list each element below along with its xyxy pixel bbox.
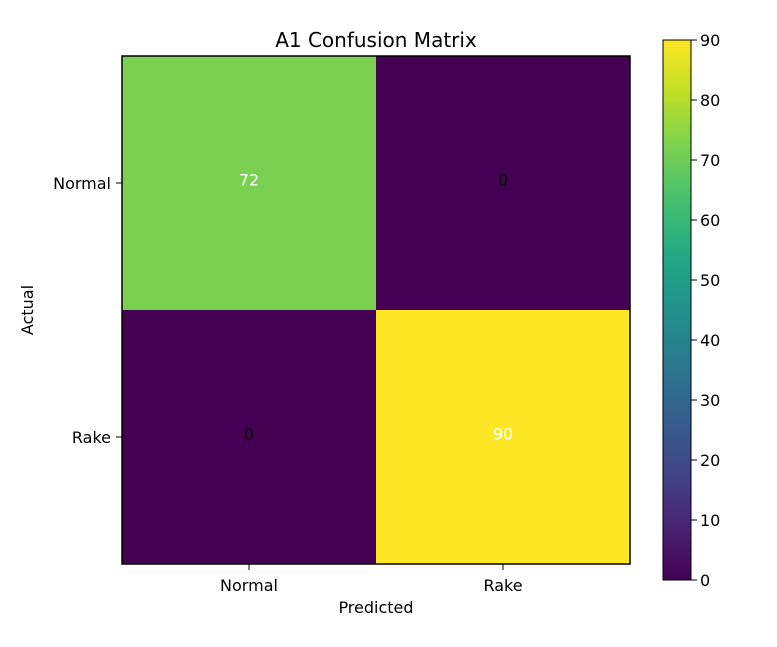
y-tick-label: Rake (72, 428, 111, 447)
x-axis-ticks: Normal Rake (220, 564, 523, 595)
colorbar (662, 39, 692, 581)
y-tick-label: Normal (53, 174, 111, 193)
heatmap-cell-labels: 72 0 0 90 (239, 171, 513, 444)
chart-title: A1 Confusion Matrix (275, 28, 477, 52)
colorbar-tick-label: 40 (700, 331, 720, 350)
colorbar-tick-label: 30 (700, 391, 720, 410)
heatmap-cell-normal-rake (376, 56, 630, 310)
heatmap-cell-value: 0 (498, 171, 508, 190)
colorbar-tick-label: 50 (700, 271, 720, 290)
plot-frame (121, 55, 631, 565)
heatmap-cell-value: 90 (493, 425, 513, 444)
heatmap-cell-rake-normal (122, 310, 376, 564)
x-axis-label: Predicted (338, 598, 413, 617)
heatmap-cell-value: 0 (244, 425, 254, 444)
heatmap-cell-value: 72 (239, 171, 259, 190)
heatmap-cell-normal-normal (122, 56, 376, 310)
x-tick-label: Rake (483, 576, 522, 595)
colorbar-ticks: 0 10 20 30 40 50 60 70 80 90 (691, 31, 720, 590)
y-axis-label: Actual (18, 285, 37, 335)
colorbar-tick-label: 10 (700, 511, 720, 530)
heatmap-cells (122, 56, 630, 564)
colorbar-tick-label: 70 (700, 151, 720, 170)
y-axis-ticks: Normal Rake (53, 174, 122, 447)
heatmap-cell-rake-rake (376, 310, 630, 564)
colorbar-tick-label: 0 (700, 571, 710, 590)
colorbar-tick-label: 60 (700, 211, 720, 230)
x-tick-label: Normal (220, 576, 278, 595)
colorbar-tick-label: 90 (700, 31, 720, 50)
colorbar-tick-label: 80 (700, 91, 720, 110)
colorbar-tick-label: 20 (700, 451, 720, 470)
